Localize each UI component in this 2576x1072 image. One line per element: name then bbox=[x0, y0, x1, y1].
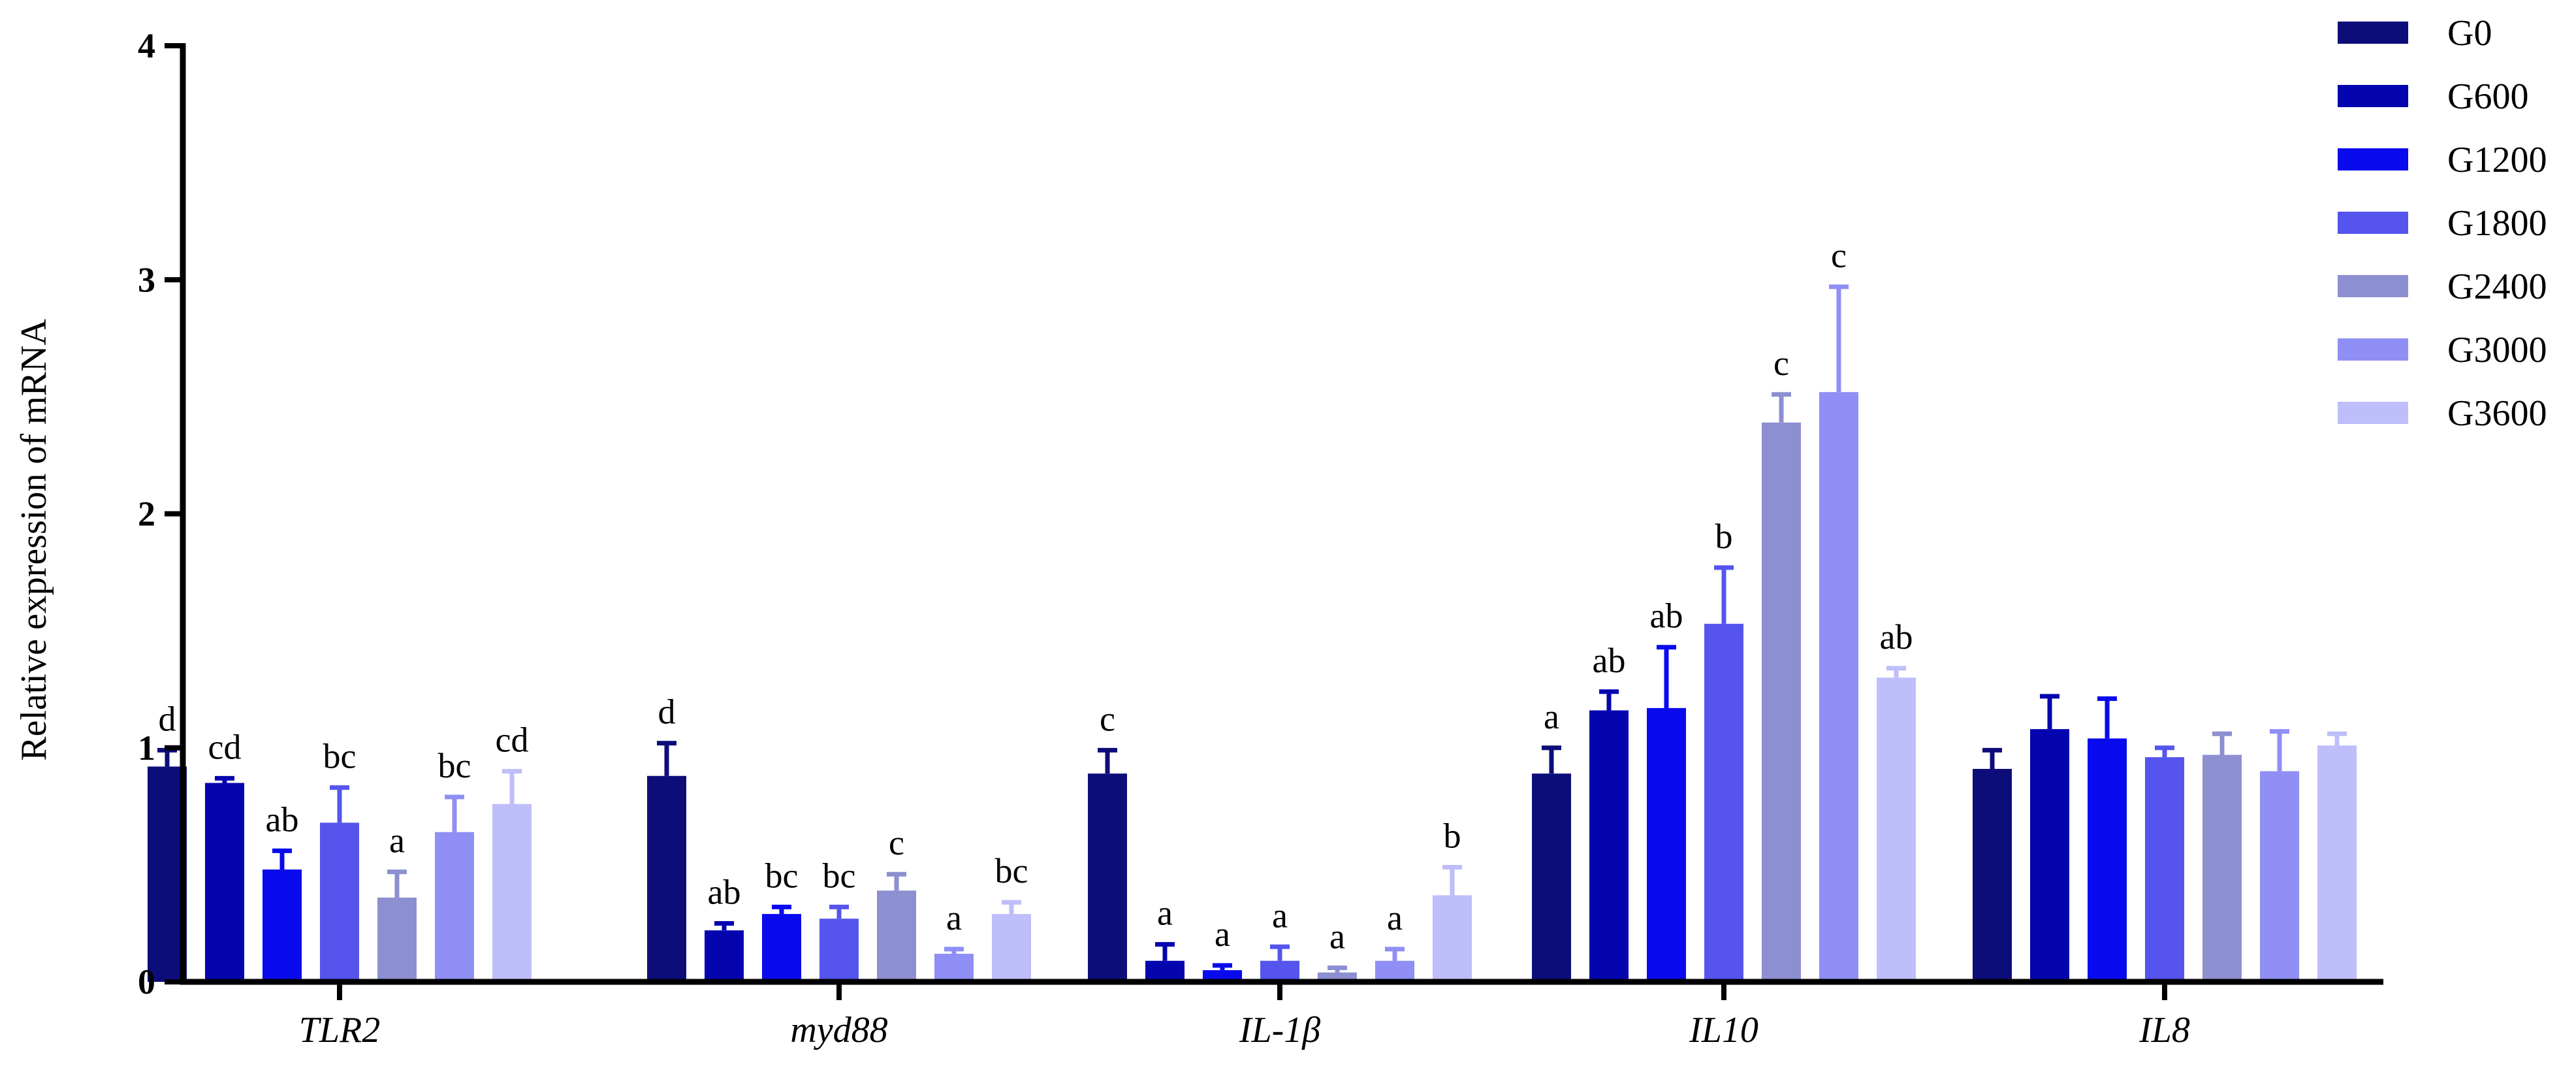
significance-letter: a bbox=[946, 898, 962, 937]
bar-G2400-0 bbox=[377, 898, 417, 982]
significance-letter: cd bbox=[208, 727, 242, 766]
bar-G3000-0 bbox=[435, 832, 474, 982]
significance-letter: b bbox=[1444, 816, 1461, 855]
bar-G600-2 bbox=[1145, 960, 1185, 982]
category-label-2: IL-1β bbox=[1239, 1010, 1320, 1050]
legend-swatch-G0 bbox=[2338, 22, 2408, 44]
legend-label-G0: G0 bbox=[2447, 13, 2492, 54]
significance-letter: a bbox=[1272, 896, 1288, 935]
bar-G3000-2 bbox=[1375, 960, 1414, 982]
significance-letter: bc bbox=[765, 856, 799, 895]
bar-G1200-3 bbox=[1647, 707, 1686, 982]
bar-G600-4 bbox=[2030, 729, 2069, 982]
significance-letter: ab bbox=[708, 872, 741, 911]
significance-letter: a bbox=[389, 821, 405, 860]
significance-letter: c bbox=[1100, 699, 1115, 738]
bar-G1800-1 bbox=[819, 918, 859, 982]
bar-G600-1 bbox=[705, 930, 744, 982]
significance-letter: ab bbox=[1650, 596, 1683, 636]
significance-letter: d bbox=[658, 692, 676, 732]
significance-letter: c bbox=[889, 823, 904, 862]
bar-G1800-0 bbox=[320, 822, 359, 982]
significance-letter: a bbox=[1544, 697, 1559, 736]
legend: G0 G600 G1200 G1800 G2400 G3000 G3600 bbox=[2338, 13, 2547, 434]
legend-label-G3600: G3600 bbox=[2447, 393, 2547, 434]
bar-G600-0 bbox=[205, 783, 244, 982]
significance-letter: c bbox=[1773, 344, 1789, 383]
bar-G0-4 bbox=[1973, 768, 2012, 982]
legend-swatch-G2400 bbox=[2338, 275, 2408, 297]
bar-G1800-3 bbox=[1704, 623, 1743, 982]
legend-swatch-G600 bbox=[2338, 85, 2408, 107]
significance-letter: bc bbox=[438, 746, 471, 785]
legend-label-G600: G600 bbox=[2447, 76, 2528, 117]
category-label-1: myd88 bbox=[790, 1010, 887, 1050]
significance-letter: b bbox=[1715, 517, 1733, 556]
significance-letter: ab bbox=[266, 800, 299, 839]
legend-swatch-G1800 bbox=[2338, 212, 2408, 234]
x-axis-ticks: TLR2 myd88 IL-1β IL10 IL8 bbox=[299, 982, 2190, 1050]
bar-G0-3 bbox=[1532, 773, 1571, 982]
significance-letter: d bbox=[159, 699, 176, 738]
significance-letter: bc bbox=[823, 856, 856, 895]
bar-G2400-4 bbox=[2202, 755, 2242, 982]
bar-G1200-0 bbox=[262, 869, 302, 982]
bar-G3600-1 bbox=[992, 914, 1031, 982]
significance-letter: ab bbox=[1593, 641, 1626, 680]
bar-G2400-1 bbox=[877, 890, 916, 982]
bar-G2400-3 bbox=[1762, 422, 1801, 982]
significance-letter: c bbox=[1831, 236, 1847, 275]
bar-G3600-4 bbox=[2317, 745, 2357, 982]
y-axis-label: Relative expression of mRNA bbox=[14, 319, 54, 761]
legend-label-G3000: G3000 bbox=[2447, 330, 2547, 370]
significance-letter: a bbox=[1157, 894, 1173, 933]
legend-label-G1200: G1200 bbox=[2447, 140, 2547, 180]
bar-G3000-3 bbox=[1819, 392, 1858, 982]
significance-letter: a bbox=[1387, 898, 1403, 937]
bar-G3000-4 bbox=[2260, 771, 2299, 982]
legend-label-G1800: G1800 bbox=[2447, 203, 2547, 244]
significance-letter: cd bbox=[496, 721, 529, 760]
y-axis-ticks: 0 1 2 3 4 bbox=[138, 26, 183, 1001]
bar-G600-3 bbox=[1589, 710, 1629, 982]
bar-G0-1 bbox=[647, 775, 686, 982]
y-tick-label: 4 bbox=[138, 26, 155, 65]
y-tick-label: 2 bbox=[138, 495, 155, 534]
bar-G1200-1 bbox=[762, 914, 801, 982]
significance-letter: ab bbox=[1880, 617, 1913, 657]
bar-G1800-2 bbox=[1260, 960, 1299, 982]
y-tick-label: 0 bbox=[138, 962, 155, 1001]
category-label-0: TLR2 bbox=[299, 1010, 381, 1050]
category-label-3: IL10 bbox=[1689, 1010, 1758, 1050]
bar-G3600-3 bbox=[1877, 677, 1916, 982]
legend-swatch-G1200 bbox=[2338, 148, 2408, 171]
bar-G1800-4 bbox=[2145, 757, 2184, 982]
legend-swatch-G3000 bbox=[2338, 338, 2408, 361]
significance-letter: a bbox=[1215, 915, 1230, 954]
legend-label-G2400: G2400 bbox=[2447, 267, 2547, 307]
legend-swatch-G3600 bbox=[2338, 402, 2408, 424]
significance-letter: bc bbox=[995, 851, 1028, 890]
y-tick-label: 3 bbox=[138, 260, 155, 299]
category-label-4: IL8 bbox=[2139, 1010, 2190, 1050]
bar-G3600-0 bbox=[492, 804, 532, 982]
bar-G3600-2 bbox=[1433, 895, 1472, 982]
bar-G1200-4 bbox=[2088, 738, 2127, 982]
significance-letter: bc bbox=[323, 737, 357, 776]
y-tick-label: 1 bbox=[138, 728, 155, 768]
bar-G0-2 bbox=[1088, 773, 1127, 982]
significance-letter: a bbox=[1329, 917, 1345, 956]
bar-G3000-1 bbox=[934, 954, 974, 982]
